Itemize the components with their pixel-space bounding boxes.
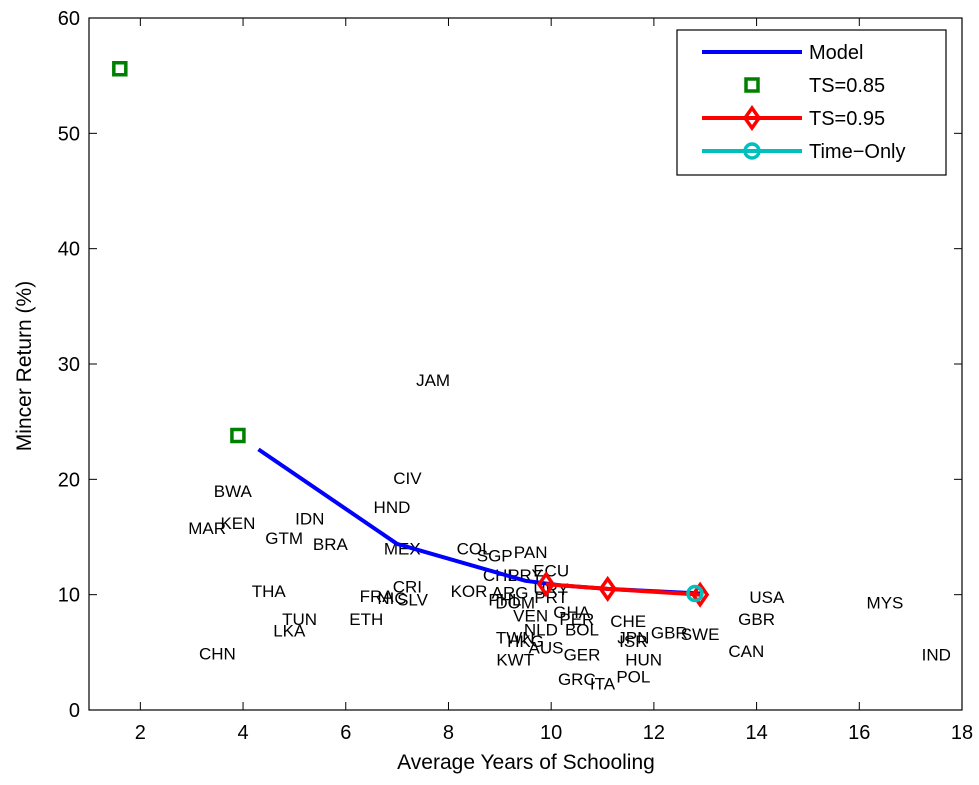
- x-tick-label: 4: [237, 722, 248, 744]
- country-label-ita: ITA: [590, 674, 616, 693]
- country-label-kor: KOR: [451, 582, 488, 601]
- country-label-ken: KEN: [220, 514, 255, 533]
- country-label-gtm: GTM: [265, 529, 303, 548]
- series-line-ts-0-95: [545, 582, 701, 597]
- data-point-ts-0-95: [536, 571, 556, 598]
- country-label-mys: MYS: [867, 594, 904, 613]
- country-label-per: PER: [559, 610, 594, 629]
- legend-marker-ts-0-85: [744, 77, 760, 93]
- x-tick-label: 10: [540, 722, 562, 744]
- legend-label-ts-0-95: TS=0.95: [809, 108, 885, 130]
- country-label-gbr: GBR: [651, 624, 688, 643]
- country-label-can: CAN: [728, 642, 764, 661]
- country-label-ecu: ECU: [533, 561, 569, 580]
- country-label-usa: USA: [749, 588, 785, 607]
- legend-label-ts-0-85: TS=0.85: [809, 75, 885, 97]
- x-tick-label: 16: [848, 722, 870, 744]
- y-tick-label: 40: [58, 239, 80, 261]
- y-tick-label: 50: [58, 123, 80, 145]
- country-label-pan: PAN: [514, 543, 548, 562]
- country-label-ven: VEN: [513, 606, 548, 625]
- y-tick-label: 10: [58, 585, 80, 607]
- country-label-nic: NIC: [377, 589, 406, 608]
- x-tick-label: 6: [340, 722, 351, 744]
- data-point-ts-0-85: [112, 60, 128, 77]
- country-label-mar: MAR: [188, 519, 226, 538]
- country-label-bol: BOL: [565, 620, 599, 639]
- y-tick-label: 60: [58, 8, 80, 30]
- axes: 2 4 6 8 10 12 14 16 18 0 10 20 30 40 50 60: [58, 8, 973, 744]
- country-label-jpn: JPN: [617, 628, 649, 647]
- data-point-ts-0-95: [690, 581, 710, 608]
- country-label-ind: IND: [922, 646, 951, 665]
- country-label-sgp: SGP: [477, 546, 513, 565]
- country-label-lka: LKA: [273, 621, 306, 640]
- country-label-grc: GRC: [558, 670, 596, 689]
- country-label-isr: ISR: [619, 632, 647, 651]
- country-label-jam: JAM: [416, 371, 450, 390]
- country-label-gha: GHA: [553, 603, 591, 622]
- country-label-prt: PRT: [534, 588, 568, 607]
- country-label-col: COL: [457, 540, 492, 559]
- x-tick-label: 8: [443, 722, 454, 744]
- country-label-mex: MEX: [384, 540, 421, 559]
- x-tick-label: 18: [951, 722, 973, 744]
- country-label-phl: PHL: [488, 590, 521, 609]
- data-point-time-only: [686, 584, 704, 603]
- country-label-chn: CHN: [199, 644, 236, 663]
- country-label-hkg: HKG: [507, 632, 544, 651]
- country-label-bwa: BWA: [214, 482, 253, 501]
- y-tick-label: 30: [58, 354, 80, 376]
- country-label-aus: AUS: [529, 639, 564, 658]
- legend: Model TS=0.85 TS=0.95 Time−Only: [676, 29, 947, 176]
- legend-marker-time-only: [743, 142, 761, 160]
- country-label-tun: TUN: [282, 610, 317, 629]
- x-axis-label: Average Years of Schooling: [397, 751, 655, 774]
- country-label-twn: TWN: [496, 628, 535, 647]
- x-tick-label: 12: [643, 722, 665, 744]
- country-label-ger: GER: [564, 646, 601, 665]
- x-tick-label: 14: [745, 722, 767, 744]
- country-label-hnd: HND: [374, 498, 411, 517]
- data-point-ts-0-95: [598, 575, 617, 602]
- legend-label-model: Model: [809, 42, 863, 64]
- country-label-tha: THA: [252, 582, 287, 601]
- y-tick-label: 20: [58, 469, 80, 491]
- country-label-pol: POL: [616, 668, 650, 687]
- y-tick-label: 0: [69, 700, 80, 722]
- country-label-arg: ARG: [492, 583, 529, 602]
- country-label-eth: ETH: [349, 610, 383, 629]
- country-label-nld: NLD: [524, 620, 558, 639]
- legend-marker-ts-0-95: [742, 104, 762, 132]
- country-label-slv: SLV: [397, 590, 429, 609]
- country-label-swe: SWE: [681, 625, 720, 644]
- y-axis-label: Mincer Return (%): [13, 281, 36, 451]
- legend-label-time-only: Time−Only: [809, 141, 906, 163]
- country-label-kwt: KWT: [496, 650, 534, 669]
- x-tick-label: 2: [135, 722, 146, 744]
- series-line-model: [257, 447, 701, 596]
- country-label-civ: CIV: [393, 469, 422, 488]
- series-layer: [112, 60, 710, 608]
- country-label-dom: DOM: [495, 594, 535, 613]
- country-label-che: CHE: [610, 612, 646, 631]
- country-label-fra: FRA: [360, 587, 395, 606]
- data-point-ts-0-85: [230, 427, 246, 444]
- country-label-hun: HUN: [625, 650, 662, 669]
- country-label-gbr: GBR: [738, 610, 775, 629]
- country-label-idn: IDN: [295, 510, 324, 529]
- country-label-cri: CRI: [393, 578, 422, 597]
- country-label-bra: BRA: [313, 535, 349, 554]
